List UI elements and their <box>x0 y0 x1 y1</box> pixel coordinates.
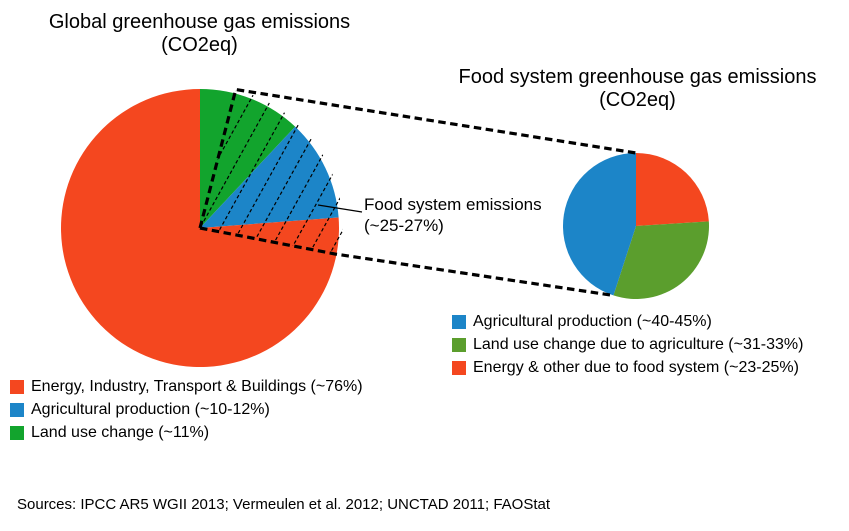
legend-label: Land use change (~11%) <box>31 423 210 441</box>
food-pie-title-line1: Food system greenhouse gas emissions <box>458 66 817 88</box>
legend-swatch <box>452 360 466 375</box>
global-pie-legend: Energy, Industry, Transport & Buildings … <box>10 378 363 447</box>
food-pie-title-line2: (CO2eq) <box>599 89 676 111</box>
food-pie <box>562 152 710 300</box>
global-pie-title: Global greenhouse gas emissions (CO2eq) <box>27 11 372 57</box>
wedge-bottom-dashed-line <box>199 226 614 298</box>
legend-label: Energy, Industry, Transport & Buildings … <box>31 377 363 395</box>
explosion-dashed-lines <box>198 87 637 298</box>
global-pie-slice-land-use-change <box>200 89 296 228</box>
legend-label: Energy & other due to food system (~23-2… <box>473 358 799 376</box>
food-pie-legend: Agricultural production (~40-45%) Land u… <box>452 313 803 382</box>
legend-swatch <box>452 337 466 352</box>
legend-swatch <box>452 314 466 329</box>
food-system-annotation: Food system emissions (~25-27%) <box>364 194 542 236</box>
legend-item-land-use-change-agriculture: Land use change due to agriculture (~31-… <box>452 336 803 353</box>
legend-item-agricultural-production: Agricultural production (~10-12%) <box>10 401 363 418</box>
legend-label: Agricultural production (~10-12%) <box>31 400 270 418</box>
wedge-top-dashed-line <box>198 87 637 229</box>
food-pie-slice-land-use-change-due-to-agriculture <box>613 221 710 300</box>
food-pie-slice-agricultural-production <box>562 152 636 296</box>
legend-label: Land use change due to agriculture (~31-… <box>473 335 804 353</box>
annotation-line2: (~25-27%) <box>364 216 444 235</box>
legend-item-land-use-change: Land use change (~11%) <box>10 424 363 441</box>
global-pie-title-line2: (CO2eq) <box>161 34 238 56</box>
legend-item-agricultural-production-food: Agricultural production (~40-45%) <box>452 313 803 330</box>
annotation-line1: Food system emissions <box>364 195 542 214</box>
legend-label: Agricultural production (~40-45%) <box>473 312 712 330</box>
legend-item-energy-other-food: Energy & other due to food system (~23-2… <box>452 359 803 376</box>
food-pie-slice-energy-other-due-to-food-system <box>636 153 709 226</box>
annotation-leader-line <box>317 204 363 213</box>
legend-swatch <box>10 379 24 394</box>
food-pie-title: Food system greenhouse gas emissions (CO… <box>445 66 830 112</box>
legend-swatch <box>10 425 24 440</box>
legend-item-energy-industry: Energy, Industry, Transport & Buildings … <box>10 378 363 395</box>
sources-text: Sources: IPCC AR5 WGII 2013; Vermeulen e… <box>17 496 551 513</box>
global-pie-title-line1: Global greenhouse gas emissions <box>48 11 351 33</box>
legend-swatch <box>10 402 24 417</box>
